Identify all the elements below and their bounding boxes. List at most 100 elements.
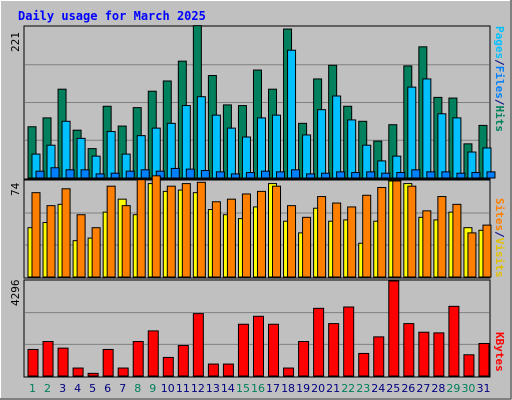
sites-bar [76, 214, 86, 278]
kbytes-bar [478, 342, 490, 377]
sites-bar [362, 194, 372, 278]
kbytes-ymax-label: 4296 [9, 280, 22, 307]
legend-pages: Pages [493, 26, 506, 59]
files-bar [302, 134, 312, 179]
files-bar [181, 105, 191, 179]
kbytes-bar [373, 336, 385, 377]
pages-bar [185, 168, 195, 179]
pages-bar [291, 169, 301, 179]
pages-bar [366, 171, 376, 179]
files-bar [226, 127, 236, 179]
files-bar [151, 127, 161, 179]
day-label: 2 [44, 382, 51, 395]
kbytes-bar [313, 307, 325, 377]
pages-bar [351, 172, 361, 179]
pages-bar [321, 172, 331, 179]
day-label: 4 [74, 382, 81, 395]
pages-bar [200, 169, 210, 179]
kbytes-bar [403, 323, 415, 377]
day-label: 16 [251, 382, 265, 395]
visits-ymax-label: 74 [9, 182, 22, 196]
kbytes-bar [358, 352, 370, 377]
kbytes-bar [147, 330, 159, 377]
day-label: 9 [149, 382, 156, 395]
files-bar [256, 117, 266, 179]
pages-bar [306, 173, 316, 179]
sites-bar [302, 216, 312, 278]
pages-bar [336, 171, 346, 179]
pages-bar [426, 171, 436, 179]
day-label: 24 [371, 382, 385, 395]
day-label: 1 [29, 382, 36, 395]
kbytes-bar [27, 348, 39, 377]
kbytes-bar [252, 315, 264, 377]
legend-visits: Visits [493, 238, 506, 278]
day-label: 26 [401, 382, 415, 395]
files-bar [347, 119, 357, 179]
kbytes-bar [433, 332, 445, 377]
sites-bar [482, 224, 492, 278]
pages-bar [396, 172, 406, 179]
day-label: 20 [311, 382, 325, 395]
chart-title: Daily usage for March 2025 [18, 9, 206, 23]
kbytes-bar [162, 356, 174, 377]
sites-bar [422, 210, 432, 278]
sites-bar [332, 202, 342, 278]
kbytes-bar [388, 280, 400, 377]
sites-bar [256, 190, 266, 278]
sites-bar [407, 185, 417, 278]
day-label: 18 [281, 382, 295, 395]
day-label: 5 [89, 382, 96, 395]
day-label: 23 [356, 382, 370, 395]
day-label: 7 [119, 382, 126, 395]
pages-bar [260, 170, 270, 179]
sites-bar [91, 227, 101, 278]
sites-bar [196, 181, 206, 278]
pages-bar [411, 169, 421, 179]
kbytes-bar [192, 313, 204, 377]
sites-bar [181, 183, 191, 278]
kbytes-bar [117, 367, 129, 377]
day-label: 6 [104, 382, 111, 395]
sites-bar [106, 185, 116, 278]
day-label: 25 [386, 382, 400, 395]
sites-bar [211, 201, 221, 278]
sites-bar [392, 180, 402, 278]
sites-bar [317, 196, 327, 278]
files-bar [407, 86, 417, 179]
pages-bar [456, 172, 466, 179]
day-label: 3 [59, 382, 66, 395]
sites-bar [437, 196, 447, 278]
legend-hits: Hits [493, 106, 506, 133]
kbytes-bar [283, 367, 295, 377]
day-label: 13 [206, 382, 220, 395]
day-label: 17 [266, 382, 280, 395]
pages-bar [110, 172, 120, 179]
files-bar [196, 96, 206, 179]
kbytes-bar [102, 348, 114, 377]
kbytes-bar [72, 367, 84, 377]
files-bar [272, 114, 282, 179]
day-label: 27 [416, 382, 430, 395]
kbytes-bar [268, 323, 280, 377]
pages-bar [276, 171, 286, 179]
files-bar [211, 114, 221, 179]
kbytes-bar [343, 306, 355, 377]
day-label: 28 [431, 382, 445, 395]
sites-bar [46, 205, 56, 278]
pages-bar [140, 169, 150, 179]
sites-bar [467, 232, 477, 278]
sites-bar [241, 193, 251, 278]
pages-bar [441, 171, 451, 179]
visits-legend: Sites/Visits [493, 198, 506, 278]
sites-bar [136, 179, 146, 278]
day-label: 15 [236, 382, 250, 395]
pages-bar [95, 173, 105, 179]
pages-bar [35, 170, 45, 179]
sites-bar [31, 192, 41, 278]
hits-legend: Pages/Files/Hits [493, 26, 506, 132]
kbytes-legend: KBytes [493, 332, 506, 372]
legend-sites: Sites [493, 198, 506, 231]
pages-bar [170, 167, 180, 179]
